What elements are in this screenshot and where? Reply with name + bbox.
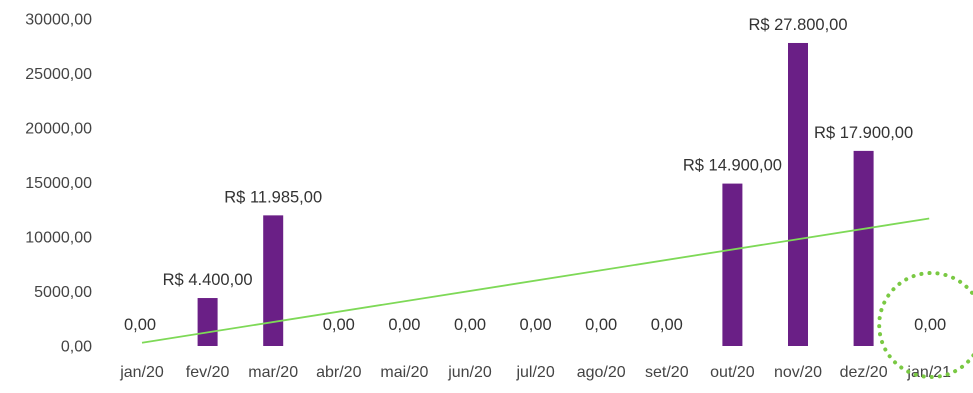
y-tick-label: 0,00 — [61, 339, 92, 356]
y-tick-label: 20000,00 — [25, 121, 92, 138]
data-label: 0,00 — [520, 316, 552, 334]
x-tick-label: jan/20 — [119, 364, 164, 381]
x-tick-label: abr/20 — [316, 364, 361, 381]
data-label: 0,00 — [454, 316, 486, 334]
x-tick-label: fev/20 — [186, 364, 230, 381]
highlight-circle — [877, 271, 973, 379]
y-tick-label: 5000,00 — [34, 284, 92, 301]
x-tick-label: set/20 — [645, 364, 689, 381]
highlight-group — [877, 271, 973, 379]
data-label: 0,00 — [388, 316, 420, 334]
y-tick-label: 30000,00 — [25, 12, 92, 29]
y-tick-label: 10000,00 — [25, 230, 92, 247]
data-label: 0,00 — [323, 316, 355, 334]
y-axis-ticks: 0,00 5000,00 10000,00 15000,00 20000,00 25000… — [25, 12, 92, 356]
data-label: 0,00 — [124, 316, 156, 334]
data-label: R$ 11.985,00 — [224, 188, 322, 206]
trendline-group — [141, 217, 930, 344]
bar — [853, 150, 874, 346]
x-tick-label: ago/20 — [577, 364, 626, 381]
bar — [722, 183, 743, 346]
data-label: R$ 27.800,00 — [748, 16, 847, 34]
data-label: 0,00 — [914, 316, 946, 334]
data-label: 0,00 — [651, 316, 683, 334]
x-tick-label: mai/20 — [380, 364, 428, 381]
x-tick-label: out/20 — [710, 364, 755, 381]
x-tick-label: dez/20 — [840, 364, 888, 381]
y-tick-label: 15000,00 — [25, 175, 92, 192]
y-tick-label: 25000,00 — [25, 66, 92, 83]
x-tick-label: jul/20 — [515, 364, 554, 381]
data-label: R$ 17.900,00 — [814, 124, 913, 142]
data-labels: 0,00 R$ 4.400,00 R$ 11.985,00 0,00 0,00 0,00 0… — [124, 16, 946, 334]
bars — [197, 42, 874, 346]
x-tick-label: mar/20 — [248, 364, 298, 381]
x-tick-label: nov/20 — [774, 364, 822, 381]
x-axis-ticks: jan/20 fev/20 mar/20 abr/20 mai/20 jun/20 jul/… — [119, 364, 951, 381]
bar — [263, 215, 284, 346]
data-label: 0,00 — [585, 316, 617, 334]
bar — [788, 42, 808, 346]
bar — [197, 298, 218, 346]
data-label: R$ 14.900,00 — [683, 157, 782, 175]
x-tick-label: jun/20 — [447, 364, 492, 381]
data-label: R$ 4.400,00 — [163, 271, 253, 289]
x-tick-label: jan/21 — [906, 364, 951, 381]
trendline — [141, 217, 930, 344]
